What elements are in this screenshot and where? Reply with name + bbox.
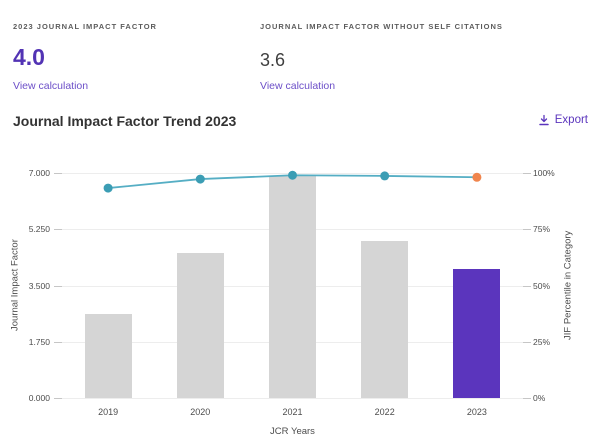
download-icon <box>538 114 550 126</box>
y-tick-left <box>54 173 62 174</box>
bar-2023[interactable] <box>453 269 501 398</box>
bar-2022[interactable] <box>361 240 409 398</box>
y-tick-left <box>54 285 62 287</box>
metric-label: 2023 JOURNAL IMPACT FACTOR <box>13 22 157 31</box>
y-tick-label-left: 5.250 <box>28 224 50 235</box>
y-tick-label-left: 3.500 <box>28 280 50 291</box>
y-axis-title-right: JIF Percentile in Category <box>562 230 574 341</box>
y-tick-right <box>523 229 531 231</box>
y-tick-label-right: 25% <box>533 336 551 347</box>
export-label: Export <box>554 114 588 126</box>
y-tick-right <box>523 285 531 287</box>
y-tick-label-left: 0.000 <box>28 393 50 403</box>
y-tick-label-right: 75% <box>533 224 551 235</box>
metric-journal-impact-factor: 2023 JOURNAL IMPACT FACTOR 4.0 View calc… <box>13 22 157 92</box>
y-tick-label-right: 0% <box>533 393 546 403</box>
jif-without-self-value: 3.6 <box>260 50 286 70</box>
view-calculation-link-jif[interactable]: View calculation <box>13 80 89 92</box>
data-point-2021[interactable] <box>288 170 297 180</box>
x-axis-title: JCR Years <box>270 426 315 437</box>
y-tick-label-right: 100% <box>533 168 555 178</box>
gridline <box>62 398 523 399</box>
y-axis-title-left: Journal Impact Factor <box>9 239 21 332</box>
bar-2019[interactable] <box>84 314 132 398</box>
data-point-2020[interactable] <box>195 174 205 184</box>
y-tick-right <box>523 398 531 399</box>
x-tick-label-2019: 2019 <box>98 407 119 417</box>
metric-jif-without-self-citations: JOURNAL IMPACT FACTOR WITHOUT SELF CITAT… <box>260 22 503 92</box>
y-tick-left <box>54 341 62 343</box>
bar-2021[interactable] <box>269 176 316 398</box>
y-tick-label-left: 1.750 <box>28 336 50 347</box>
y-tick-label-right: 50% <box>533 280 551 291</box>
view-calculation-link-jif-no-self[interactable]: View calculation <box>260 80 336 92</box>
y-tick-right <box>523 341 531 343</box>
y-tick-left <box>54 229 62 231</box>
jif-value: 4.0 <box>13 44 45 70</box>
x-tick-label-2023: 2023 <box>466 407 487 417</box>
x-tick-label-2021: 2021 <box>282 407 303 417</box>
chart-title: Journal Impact Factor Trend 2023 <box>13 113 237 129</box>
metric-label: JOURNAL IMPACT FACTOR WITHOUT SELF CITAT… <box>260 22 503 31</box>
bar-2020[interactable] <box>176 253 224 398</box>
export-button[interactable]: Export <box>538 114 588 126</box>
data-point-2022[interactable] <box>380 171 390 181</box>
y-tick-right <box>523 173 531 174</box>
x-tick-label-2022: 2022 <box>374 407 395 417</box>
data-point-2019[interactable] <box>103 183 113 193</box>
y-tick-left <box>54 398 62 399</box>
y-tick-label-left: 7.000 <box>28 168 50 178</box>
data-point-2023[interactable] <box>472 172 482 182</box>
x-tick-label-2020: 2020 <box>190 407 211 417</box>
